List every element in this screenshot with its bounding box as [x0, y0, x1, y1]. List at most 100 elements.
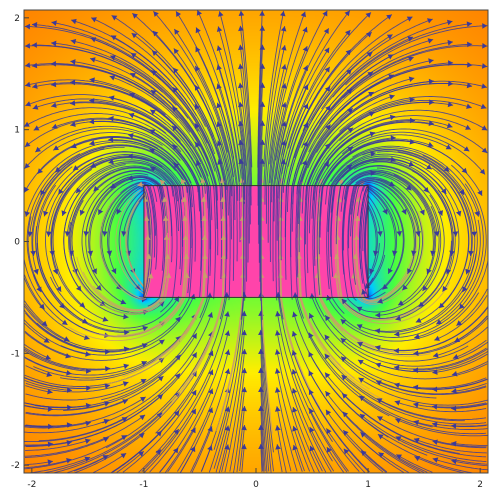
streamline-arrow-8 [41, 320, 48, 327]
streamline-253 [203, 196, 225, 355]
streamline-arrow-565 [471, 231, 477, 237]
streamline-arrow-22 [24, 43, 30, 49]
streamline-arrow-160 [127, 153, 133, 160]
streamline-542 [335, 155, 461, 217]
streamline-arrow-64 [55, 166, 61, 173]
streamline-arrow-548 [466, 82, 473, 89]
streamline-523 [315, 102, 454, 167]
streamline-arrow-523 [447, 101, 454, 108]
streamline-arrow-480 [396, 454, 402, 460]
streamline-arrow-18 [24, 121, 30, 127]
streamline-205 [138, 196, 187, 336]
streamline-191 [153, 10, 228, 153]
streamline-arrow-184 [149, 148, 156, 154]
streamline-367 [308, 312, 437, 399]
streamline-82 [81, 173, 149, 291]
streamline-arrow-550 [467, 41, 473, 48]
streamline-247 [155, 311, 229, 454]
streamline-arrow-360 [309, 445, 315, 452]
streamline-arrow-29 [66, 370, 72, 376]
streamline-102 [24, 305, 130, 351]
streamline-arrow-38 [43, 210, 49, 217]
streamline-arrow-503 [427, 18, 433, 24]
streamline-344 [294, 292, 390, 417]
streamline-369 [316, 272, 431, 357]
streamline-arrow-19 [25, 101, 32, 107]
streamline-422 [352, 180, 397, 304]
streamline-455 [294, 14, 393, 141]
streamline-200 [60, 293, 195, 356]
streamline-224 [101, 292, 211, 401]
streamline-495 [335, 165, 430, 245]
streamline-547 [325, 99, 472, 150]
streamline-153 [99, 192, 152, 300]
streamline-arrow-287 [238, 10, 245, 16]
streamline-256 [217, 140, 231, 301]
streamline-201 [67, 272, 188, 342]
streamline-arrow-521 [445, 144, 452, 150]
streamline-574 [343, 45, 488, 99]
streamline-246 [159, 330, 229, 473]
streamline-arrow-537 [439, 302, 445, 309]
streamline-458 [377, 416, 487, 448]
streamline-arrow-496 [426, 164, 432, 170]
streamline-arrow-501 [428, 58, 434, 64]
streamline-532 [432, 378, 488, 390]
streamline-arrow-81 [99, 300, 106, 306]
streamline-210 [171, 106, 219, 256]
streamline-arrow-62 [61, 210, 67, 216]
streamline-511 [414, 260, 489, 339]
streamline-arrow-553 [451, 441, 457, 447]
streamline-arrow-37 [46, 231, 52, 237]
streamline-222 [105, 331, 213, 449]
streamline-arrow-458 [377, 416, 383, 422]
streamline-arrow-263 [218, 11, 224, 17]
streamline-arrow-110 [98, 209, 104, 215]
streamline-arrow-34 [56, 286, 62, 292]
streamline-arrow-357 [302, 46, 308, 52]
streamline-arrow-16 [24, 163, 30, 169]
streamline-arrow-187 [150, 90, 157, 96]
streamline-arrow-528 [432, 457, 439, 463]
streamline-arrow-144 [155, 449, 162, 455]
streamline-arrow-362 [309, 408, 315, 414]
streamline-arrow-108 [106, 250, 113, 256]
streamline-386 [325, 409, 384, 473]
streamline-553 [451, 442, 488, 446]
streamline-437 [357, 359, 488, 380]
streamline-arrow-490 [402, 284, 408, 291]
streamline-arrow-408 [343, 448, 350, 455]
streamline-arrow-431 [365, 12, 371, 18]
streamline-399 [328, 164, 353, 314]
streamline-331 [267, 83, 286, 243]
streamline-arrow-82 [96, 284, 102, 291]
streamline-118 [90, 37, 208, 144]
streamline-arrow-574 [482, 43, 488, 49]
streamline-arrow-112 [90, 162, 97, 168]
streamline-arrow-391 [325, 315, 331, 322]
streamline-62 [61, 161, 178, 217]
streamline-492 [350, 180, 415, 256]
streamline-arrow-257 [216, 121, 222, 128]
streamline-arrow-32 [61, 319, 68, 325]
streamline-561 [451, 164, 487, 310]
streamline-501 [308, 59, 434, 153]
streamline-108 [108, 184, 156, 258]
streamline-arrow-541 [452, 231, 459, 237]
streamline-arrow-113 [89, 140, 95, 146]
streamline-259 [217, 83, 241, 243]
streamline-120 [116, 450, 145, 473]
streamline-arrow-93 [70, 59, 76, 65]
streamline-arrow-267 [241, 387, 247, 393]
streamline-57 [52, 169, 93, 308]
streamline-471 [341, 172, 412, 275]
streamline-294 [260, 329, 272, 473]
streamline-104 [63, 192, 129, 318]
streamline-496 [327, 153, 433, 232]
streamline-arrow-84 [87, 250, 94, 256]
streamline-126 [24, 312, 148, 353]
streamline-arrow-237 [195, 46, 201, 53]
streamline-564 [377, 151, 472, 257]
streamline-534 [432, 326, 488, 357]
streamline-478 [301, 36, 414, 148]
